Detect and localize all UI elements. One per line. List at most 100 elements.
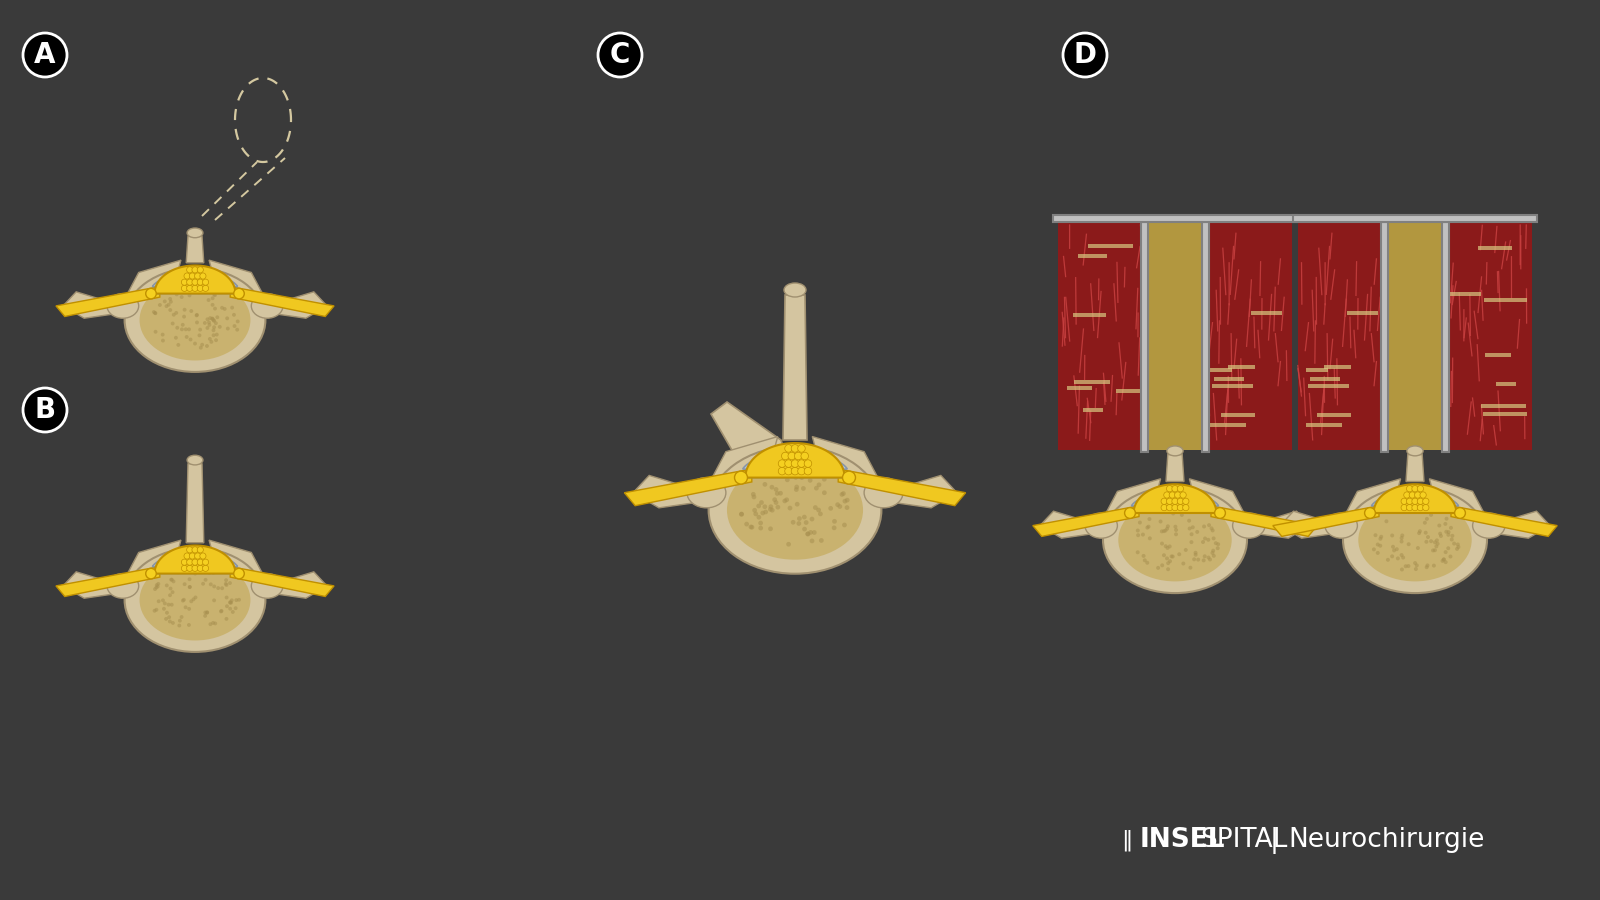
Circle shape xyxy=(1410,491,1416,499)
Circle shape xyxy=(234,288,245,299)
Bar xyxy=(1309,384,1349,388)
Circle shape xyxy=(195,273,200,279)
Ellipse shape xyxy=(125,548,266,652)
Circle shape xyxy=(168,587,173,590)
Circle shape xyxy=(234,607,237,610)
Circle shape xyxy=(176,326,179,329)
Circle shape xyxy=(1211,551,1214,555)
Polygon shape xyxy=(782,295,806,440)
Circle shape xyxy=(1171,486,1178,491)
Circle shape xyxy=(165,304,168,308)
Ellipse shape xyxy=(686,478,726,508)
Circle shape xyxy=(165,583,168,588)
Bar xyxy=(1448,292,1482,296)
Circle shape xyxy=(1197,558,1200,562)
Bar xyxy=(1483,412,1526,416)
Circle shape xyxy=(784,460,792,467)
Polygon shape xyxy=(624,469,752,506)
Circle shape xyxy=(211,317,214,320)
Circle shape xyxy=(1432,563,1435,568)
Circle shape xyxy=(187,279,194,285)
Circle shape xyxy=(1211,536,1216,540)
Circle shape xyxy=(1166,567,1170,572)
Circle shape xyxy=(1202,540,1205,544)
Circle shape xyxy=(229,600,232,604)
Circle shape xyxy=(205,610,210,614)
Circle shape xyxy=(163,601,166,606)
Circle shape xyxy=(816,508,821,512)
Circle shape xyxy=(758,500,763,505)
Circle shape xyxy=(1203,536,1206,541)
Ellipse shape xyxy=(1406,446,1422,455)
Circle shape xyxy=(181,323,184,327)
Circle shape xyxy=(208,337,211,341)
Ellipse shape xyxy=(864,478,902,508)
Polygon shape xyxy=(707,436,778,489)
Circle shape xyxy=(192,547,198,553)
Circle shape xyxy=(832,526,837,530)
Circle shape xyxy=(1189,566,1192,570)
Circle shape xyxy=(1454,508,1466,518)
Ellipse shape xyxy=(107,573,139,598)
Circle shape xyxy=(797,521,802,526)
Circle shape xyxy=(213,584,216,589)
Circle shape xyxy=(1194,551,1197,554)
Circle shape xyxy=(1418,499,1424,504)
Polygon shape xyxy=(883,475,957,508)
Bar xyxy=(1210,423,1246,427)
Circle shape xyxy=(768,507,773,512)
Circle shape xyxy=(1395,547,1398,551)
Circle shape xyxy=(811,530,816,535)
Polygon shape xyxy=(710,402,786,452)
Circle shape xyxy=(187,328,190,331)
Circle shape xyxy=(1379,536,1382,541)
Circle shape xyxy=(208,622,213,626)
Bar xyxy=(1058,222,1149,450)
Circle shape xyxy=(1141,533,1146,536)
Polygon shape xyxy=(813,436,883,489)
Circle shape xyxy=(749,525,754,529)
Polygon shape xyxy=(634,475,707,508)
Circle shape xyxy=(1435,538,1438,543)
Circle shape xyxy=(229,601,232,605)
Circle shape xyxy=(221,586,224,590)
Circle shape xyxy=(1178,553,1181,556)
Circle shape xyxy=(1376,551,1379,555)
Circle shape xyxy=(192,598,195,601)
Circle shape xyxy=(206,298,211,302)
Circle shape xyxy=(835,502,840,507)
Circle shape xyxy=(203,321,206,325)
Circle shape xyxy=(222,307,227,310)
Bar xyxy=(1067,386,1093,390)
Circle shape xyxy=(1418,529,1422,533)
Circle shape xyxy=(778,467,786,475)
Circle shape xyxy=(744,522,749,526)
Circle shape xyxy=(181,559,187,565)
Circle shape xyxy=(1179,513,1184,517)
Circle shape xyxy=(806,532,810,536)
Polygon shape xyxy=(230,286,334,317)
Circle shape xyxy=(205,344,210,348)
Bar xyxy=(1083,409,1104,412)
Circle shape xyxy=(768,526,773,531)
Circle shape xyxy=(842,491,846,496)
Circle shape xyxy=(154,587,157,591)
Circle shape xyxy=(174,336,178,339)
Bar xyxy=(1149,222,1203,450)
Circle shape xyxy=(1178,499,1184,504)
Circle shape xyxy=(184,328,187,331)
Ellipse shape xyxy=(784,283,806,297)
Text: B: B xyxy=(35,396,56,424)
Circle shape xyxy=(1171,554,1174,559)
Circle shape xyxy=(1147,525,1150,528)
Circle shape xyxy=(1206,538,1210,542)
Circle shape xyxy=(1414,563,1419,567)
Circle shape xyxy=(187,285,194,292)
Circle shape xyxy=(194,596,197,599)
Circle shape xyxy=(213,622,218,626)
Polygon shape xyxy=(62,572,123,598)
Circle shape xyxy=(197,333,202,338)
Bar xyxy=(1115,389,1146,393)
Bar xyxy=(1325,365,1352,369)
Bar xyxy=(1221,413,1254,417)
